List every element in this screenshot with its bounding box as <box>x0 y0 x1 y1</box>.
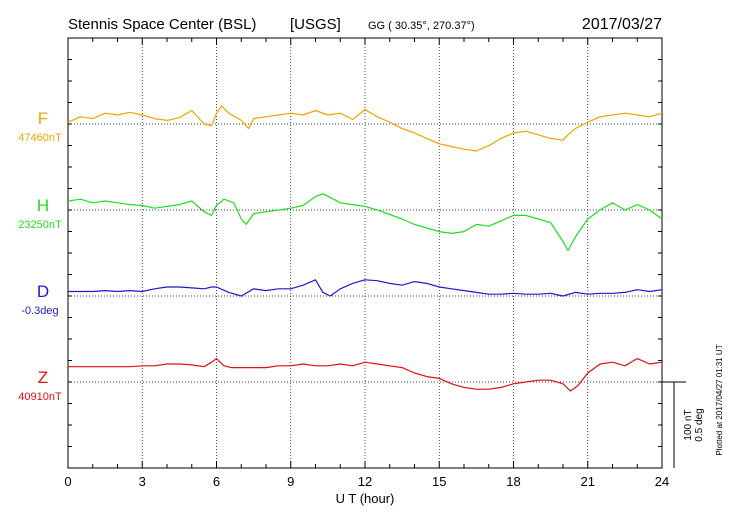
scale-bar-deg: 0.5 deg <box>694 408 705 441</box>
station-title: Stennis Space Center (BSL) <box>68 16 256 33</box>
series-line-h <box>67 193 663 252</box>
plot-frame <box>67 37 663 469</box>
series-baselines <box>68 123 662 383</box>
baseline-label-h: 23250nT <box>18 219 62 231</box>
org-label: [USGS] <box>290 16 341 33</box>
x-tick-label-0: 0 <box>64 474 71 489</box>
x-tick-label-12: 12 <box>358 474 372 489</box>
x-tick-label-24: 24 <box>655 474 669 489</box>
series-label-z: Z <box>38 368 48 387</box>
x-ticks: 0 3 6 9 12 15 18 21 24 <box>64 38 669 489</box>
series-line-f <box>67 105 663 152</box>
x-tick-label-18: 18 <box>506 474 520 489</box>
x-tick-label-15: 15 <box>432 474 446 489</box>
plotted-at-note: Plotted at 2017/04/27 01:31 UT <box>715 344 724 455</box>
x-tick-label-3: 3 <box>139 474 146 489</box>
series-label-d: D <box>37 282 49 301</box>
series-line-z <box>68 358 663 392</box>
x-tick-label-6: 6 <box>213 474 220 489</box>
scale-bar-nt: 100 nT <box>683 409 694 440</box>
date-label: 2017/03/27 <box>582 16 662 33</box>
x-tick-label-21: 21 <box>581 474 595 489</box>
series-lines <box>67 105 663 392</box>
series-label-h: H <box>37 196 49 215</box>
baseline-label-f: 47460nT <box>18 132 62 144</box>
x-axis-label: U T (hour) <box>336 491 395 506</box>
coords-label: GG ( 30.35°, 270.37°) <box>368 20 475 32</box>
baseline-label-d: -0.3deg <box>21 305 58 317</box>
x-tick-label-9: 9 <box>287 474 294 489</box>
series-label-f: F <box>38 109 48 128</box>
series-line-d <box>68 279 663 297</box>
grid <box>141 38 589 468</box>
baseline-label-z: 40910nT <box>18 391 62 403</box>
